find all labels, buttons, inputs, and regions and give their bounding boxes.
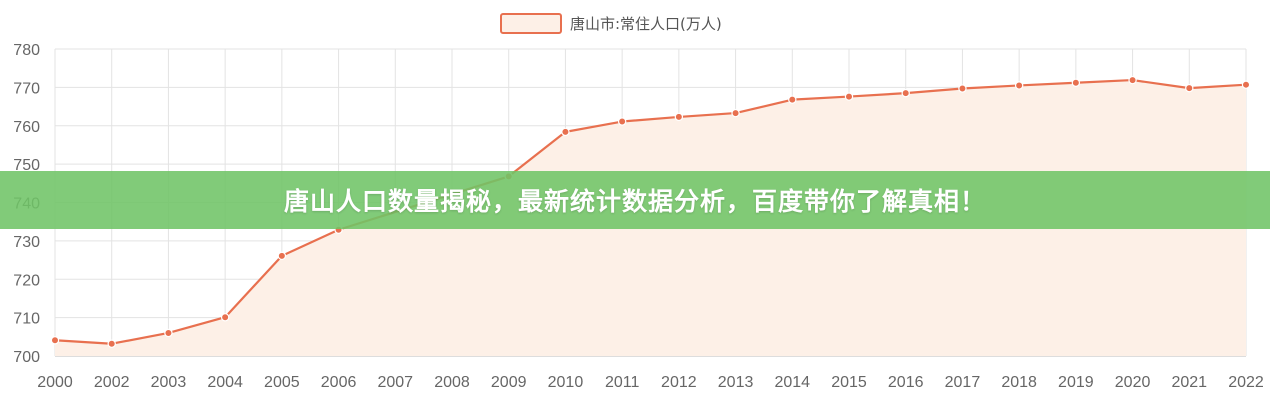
y-axis-labels: 700710720730740750760770780	[13, 42, 40, 366]
x-tick-label: 2000	[37, 374, 73, 391]
x-tick-label: 2012	[661, 374, 697, 391]
x-tick-label: 2004	[207, 374, 243, 391]
data-point[interactable]	[1185, 83, 1194, 93]
data-point[interactable]	[107, 339, 116, 348]
x-tick-label: 2018	[1001, 374, 1037, 391]
headline-text: 唐山人口数量揭秘，最新统计数据分析，百度带你了解真相！	[283, 187, 986, 216]
x-tick-label: 2011	[605, 374, 640, 391]
x-tick-label: 2010	[548, 374, 584, 391]
data-point[interactable]	[1241, 80, 1251, 89]
legend-label: 唐山市:常住人口(万人)	[570, 15, 722, 33]
data-point[interactable]	[1014, 81, 1024, 90]
y-tick-label: 750	[13, 157, 40, 174]
data-point[interactable]	[901, 88, 910, 98]
data-point[interactable]	[50, 336, 60, 345]
x-tick-label: 2014	[774, 374, 810, 391]
y-tick-label: 780	[13, 42, 40, 59]
y-tick-label: 760	[13, 119, 40, 136]
y-tick-label: 720	[13, 272, 40, 289]
data-point[interactable]	[844, 92, 854, 101]
x-tick-label: 2007	[377, 374, 413, 391]
data-point[interactable]	[958, 84, 967, 93]
y-tick-label: 710	[13, 311, 40, 328]
data-point[interactable]	[1071, 78, 1081, 87]
x-tick-label: 2020	[1115, 374, 1151, 391]
data-point[interactable]	[277, 251, 287, 261]
x-tick-label: 2006	[321, 374, 357, 391]
x-axis-labels: 2000 2002 2003 2004 2005 2006 2007 2008 2009 2010…	[37, 374, 1264, 391]
data-point[interactable]	[617, 117, 627, 126]
data-point[interactable]	[788, 95, 797, 104]
data-point[interactable]	[674, 112, 684, 122]
x-tick-label: 2015	[831, 374, 867, 391]
data-point[interactable]	[220, 313, 230, 322]
data-points	[50, 75, 1251, 348]
x-tick-label: 2021	[1171, 374, 1207, 391]
x-tick-label: 2002	[94, 374, 130, 391]
data-point[interactable]	[561, 127, 570, 137]
x-tick-label: 2019	[1058, 374, 1094, 391]
x-tick-label: 2009	[491, 374, 527, 391]
line-layer	[54, 78, 1247, 345]
y-tick-label: 700	[13, 349, 40, 366]
series-line	[54, 78, 1247, 345]
headline-banner: 唐山人口数量揭秘，最新统计数据分析，百度带你了解真相！	[0, 171, 1270, 229]
x-tick-label: 2017	[945, 374, 981, 391]
x-tick-label: 2016	[888, 374, 924, 391]
x-tick-label: 2005	[264, 374, 300, 391]
data-point[interactable]	[164, 328, 173, 338]
legend-swatch[interactable]	[500, 13, 562, 34]
x-tick-label: 2008	[434, 374, 470, 391]
x-tick-label: 2003	[151, 374, 187, 391]
y-tick-label: 770	[13, 80, 40, 97]
legend[interactable]: 唐山市:常住人口(万人)	[500, 13, 722, 34]
x-tick-label: 2013	[718, 374, 754, 391]
data-point[interactable]	[731, 108, 740, 118]
x-tick-label: 2022	[1228, 374, 1264, 391]
data-point[interactable]	[1128, 75, 1137, 85]
y-tick-label: 730	[13, 234, 40, 251]
